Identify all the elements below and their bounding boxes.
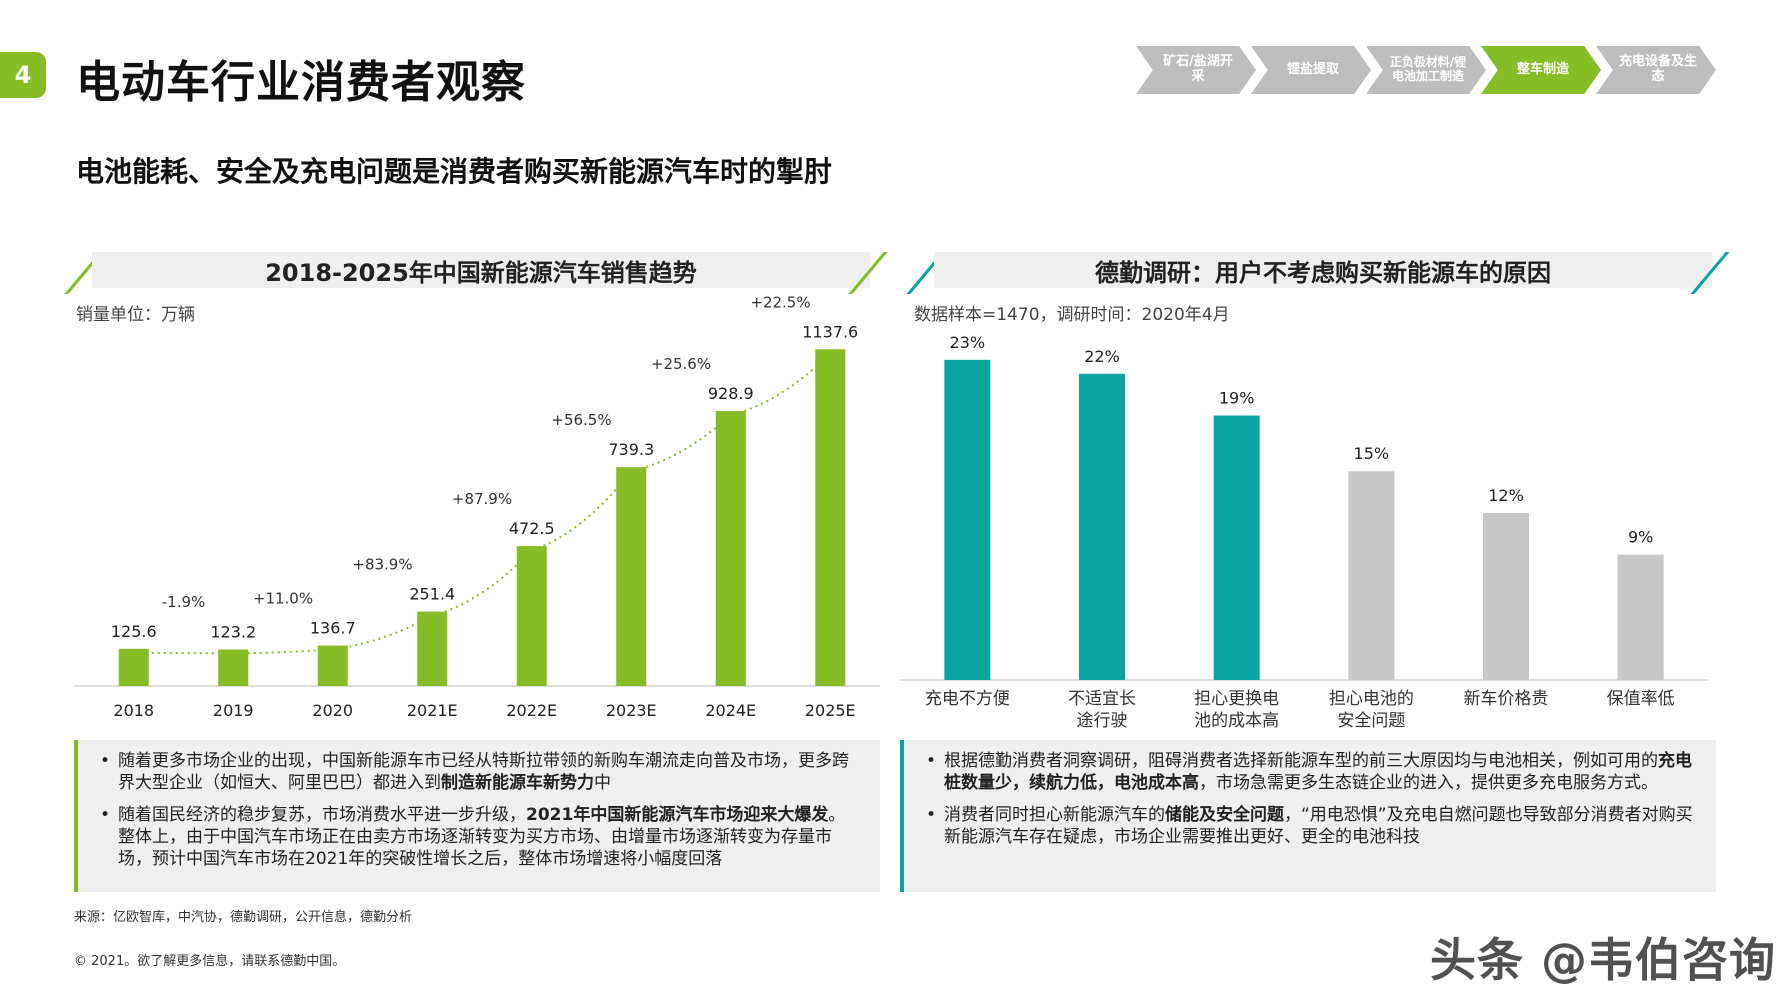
survey-category-label: 充电不方便 [925, 689, 1010, 709]
sales-value-label: 123.2 [210, 623, 256, 642]
sales-growth-label: -1.9% [162, 593, 206, 611]
right-chart-title: 德勤调研：用户不考虑购买新能源车的原因 [934, 252, 1712, 288]
sales-unit-note: 销量单位：万辆 [76, 305, 195, 325]
section-number-badge: 4 [0, 52, 46, 98]
source-note: 来源：亿欧智库，中汽协，德勤调研，公开信息，德勤分析 [74, 910, 413, 925]
sales-bar [218, 649, 249, 686]
survey-bar [1348, 471, 1395, 680]
sales-category-label: 2023E [606, 701, 657, 720]
right-note-item: 根据德勤消费者洞察调研，阻碍消费者选择新能源车型的前三大原因均与电池相关，例如可… [926, 750, 1698, 794]
sales-growth-label: +22.5% [750, 293, 810, 311]
sales-value-label: 1137.6 [802, 322, 858, 341]
survey-category-label: 不适宜长 [1068, 689, 1136, 709]
sales-value-label: 251.4 [409, 585, 455, 604]
sales-bar [317, 645, 348, 686]
process-step-charging-ecosystem: 充电设备及生态 [1596, 46, 1716, 94]
value-chain-process: 矿石/盐湖开采 锂盐提取 正负极材料/锂电池加工制造 整车制造 充电设备及生态 [1136, 46, 1726, 94]
survey-category-label: 池的成本高 [1194, 711, 1279, 730]
sales-category-label: 2022E [506, 701, 557, 720]
right-notes-box: 根据德勤消费者洞察调研，阻碍消费者选择新能源车型的前三大原因均与电池相关，例如可… [900, 740, 1716, 892]
survey-value-label: 12% [1488, 486, 1524, 505]
sales-growth-label: +56.5% [551, 411, 611, 429]
sales-trend-line [133, 352, 831, 655]
survey-category-label: 新车价格贵 [1464, 689, 1549, 709]
survey-bar [1079, 373, 1125, 680]
sales-value-label: 928.9 [708, 384, 754, 403]
survey-bar [1617, 554, 1664, 680]
sales-value-label: 136.7 [310, 619, 356, 638]
survey-value-label: 23% [950, 333, 986, 352]
survey-category-label: 安全问题 [1337, 711, 1405, 730]
sales-category-label: 2018 [113, 701, 154, 720]
sales-category-label: 2020 [312, 701, 353, 720]
page-title: 电动车行业消费者观察 [76, 57, 526, 108]
sales-growth-label: +83.9% [352, 556, 412, 574]
process-step-mining: 矿石/盐湖开采 [1136, 46, 1256, 94]
page-subtitle: 电池能耗、安全及充电问题是消费者购买新能源汽车时的掣肘 [76, 155, 833, 188]
process-step-vehicle-manufacturing: 整车制造 [1481, 46, 1601, 94]
sales-growth-label: +25.6% [651, 355, 711, 373]
watermark: 头条 @韦伯咨询 [1430, 933, 1777, 987]
sales-bar [417, 611, 448, 686]
left-note-item: 随着更多市场企业的出现，中国新能源车市已经从特斯拉带领的新购车潮流走向普及市场，… [100, 750, 862, 794]
sales-bar [516, 546, 547, 686]
sales-bar [715, 411, 746, 686]
sales-category-label: 2021E [407, 701, 458, 720]
left-chart-title: 2018-2025年中国新能源汽车销售趋势 [92, 252, 870, 288]
survey-bar [1213, 415, 1260, 680]
sales-category-label: 2024E [705, 701, 756, 720]
survey-bar [1483, 512, 1529, 680]
sales-growth-label: +87.9% [452, 490, 512, 508]
sales-value-label: 125.6 [111, 622, 157, 641]
survey-sample-note: 数据样本=1470，调研时间：2020年4月 [914, 305, 1230, 325]
survey-bar [944, 359, 991, 680]
process-step-lithium-extraction: 锂盐提取 [1251, 46, 1371, 94]
survey-category-label: 担心更换电 [1194, 689, 1279, 709]
process-step-battery-manufacturing: 正负极材料/锂电池加工制造 [1366, 46, 1486, 94]
copyright-note: © 2021。欲了解更多信息，请联系德勤中国。 [74, 954, 346, 969]
survey-value-label: 15% [1354, 444, 1390, 463]
sales-bar [616, 467, 647, 686]
sales-bar [118, 648, 149, 686]
left-note-item: 随着国民经济的稳步复苏，市场消费水平进一步升级，2021年中国新能源汽车市场迎来… [100, 804, 862, 870]
sales-value-label: 739.3 [608, 440, 654, 459]
sales-growth-label: +11.0% [253, 590, 313, 608]
right-note-item: 消费者同时担心新能源汽车的储能及安全问题，“用电恐惧”及充电自燃问题也导致部分消… [926, 804, 1698, 848]
survey-category-label: 途行驶 [1077, 711, 1128, 730]
sales-category-label: 2019 [213, 701, 254, 720]
survey-value-label: 22% [1084, 347, 1120, 366]
left-notes-box: 随着更多市场企业的出现，中国新能源车市已经从特斯拉带领的新购车潮流走向普及市场，… [74, 740, 880, 892]
survey-value-label: 9% [1628, 528, 1653, 547]
sales-bar-chart: 125.6 2018 123.2 2019 136.7 2020 251.4 2021E 472… [74, 293, 880, 720]
survey-value-label: 19% [1219, 389, 1255, 408]
sales-value-label: 472.5 [509, 519, 555, 538]
sales-category-label: 2025E [805, 701, 856, 720]
survey-category-label: 保值率低 [1607, 689, 1675, 709]
sales-bar [815, 349, 846, 686]
survey-category-label: 担心电池的 [1329, 689, 1414, 709]
